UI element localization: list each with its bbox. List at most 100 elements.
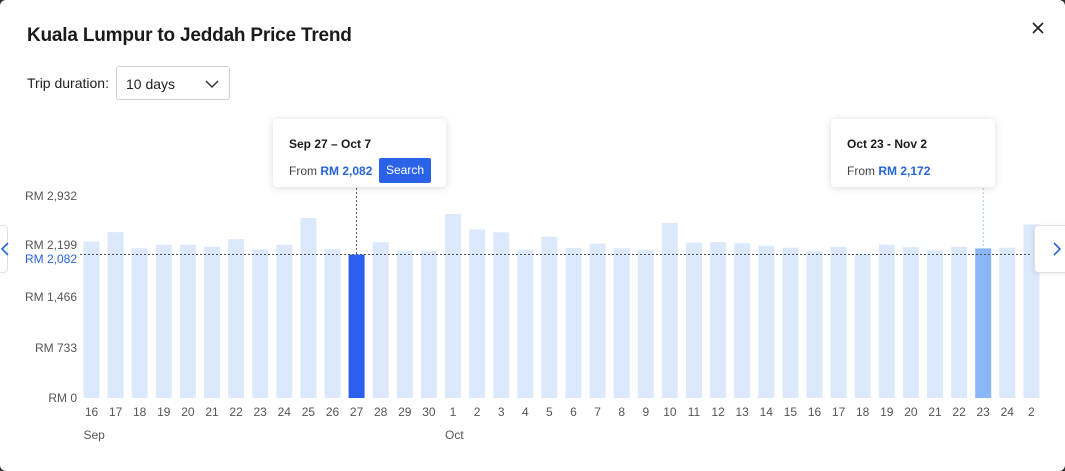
price-bar[interactable] <box>155 244 172 398</box>
search-button[interactable]: Search <box>379 158 431 183</box>
x-tick-label: 11 <box>687 405 701 419</box>
tooltip-from-label: From <box>289 164 317 178</box>
price-bar[interactable] <box>83 241 100 398</box>
tooltip-price: RM 2,172 <box>878 164 931 178</box>
x-tick-label: 24 <box>1000 405 1014 419</box>
price-bar[interactable] <box>228 239 245 398</box>
x-tick-label: 12 <box>711 405 725 419</box>
close-button[interactable] <box>1026 16 1050 40</box>
chevron-right-icon <box>1053 242 1062 256</box>
x-tick-label: 25 <box>301 405 316 419</box>
price-bar[interactable] <box>541 236 558 398</box>
x-tick-label: 16 <box>807 405 822 419</box>
x-tick-label: 10 <box>663 405 677 419</box>
price-bar[interactable] <box>324 249 341 398</box>
price-bar[interactable] <box>372 242 389 398</box>
price-bar[interactable] <box>999 247 1016 398</box>
price-bar[interactable] <box>107 232 124 398</box>
price-bar-selected[interactable] <box>348 254 365 398</box>
x-tick-label: 20 <box>904 405 918 419</box>
price-bar[interactable] <box>300 218 317 398</box>
close-icon <box>1032 22 1044 34</box>
price-bar[interactable] <box>854 253 871 398</box>
price-bar[interactable] <box>878 244 895 398</box>
x-tick-label: 6 <box>570 405 577 419</box>
next-dates-button[interactable] <box>1034 225 1065 273</box>
price-bar[interactable] <box>686 242 702 398</box>
x-tick-label: 1 <box>449 405 457 419</box>
x-tick-label: 18 <box>133 405 147 419</box>
x-tick-label: 9 <box>642 405 650 419</box>
price-bar[interactable] <box>951 246 968 398</box>
y-tick-label: RM 2,932 <box>24 189 77 203</box>
price-bar[interactable] <box>252 249 269 398</box>
y-reference-label: RM 2,082 <box>24 252 77 266</box>
price-bar[interactable] <box>565 248 582 398</box>
price-bar[interactable] <box>902 247 919 398</box>
price-bar[interactable] <box>131 248 148 398</box>
month-label: Sep <box>83 428 105 442</box>
x-tick-label: 2 <box>1028 405 1035 419</box>
x-tick-label: 28 <box>374 405 388 419</box>
x-tick-label: 15 <box>783 405 798 419</box>
price-bar[interactable] <box>637 249 654 398</box>
price-bar[interactable] <box>830 246 847 398</box>
price-bar[interactable] <box>204 246 220 398</box>
x-tick-label: 4 <box>521 405 529 419</box>
price-bar[interactable] <box>758 245 775 398</box>
highlight-price-tooltip: Oct 23 - Nov 2 From RM 2,172 <box>831 119 995 187</box>
y-tick-label: RM 0 <box>48 391 77 405</box>
y-tick-label: RM 2,199 <box>24 238 77 252</box>
previous-dates-button[interactable] <box>0 225 9 273</box>
x-tick-label: 5 <box>546 405 553 419</box>
price-bar[interactable] <box>420 250 437 398</box>
price-bar[interactable] <box>734 243 751 398</box>
x-tick-label: 23 <box>253 405 267 419</box>
x-tick-label: 30 <box>422 405 436 419</box>
x-tick-label: 17 <box>831 405 846 419</box>
tooltip-price: RM 2,082 <box>320 164 373 178</box>
chevron-down-icon <box>205 80 219 89</box>
x-tick-label: 21 <box>928 405 942 419</box>
price-bar[interactable] <box>613 248 630 398</box>
x-tick-label: 8 <box>618 405 626 419</box>
x-tick-label: 19 <box>880 405 894 419</box>
x-tick-label: 2 <box>473 405 481 419</box>
price-bar[interactable] <box>589 243 606 398</box>
price-bar[interactable] <box>469 229 486 398</box>
x-tick-label: 20 <box>181 405 195 419</box>
x-tick-label: 22 <box>229 405 243 419</box>
price-bar[interactable] <box>396 250 413 398</box>
tooltip-price-line: From RM 2,172 <box>847 164 930 178</box>
price-bar[interactable] <box>806 251 823 398</box>
x-tick-label: 21 <box>205 405 219 419</box>
x-tick-label: 29 <box>398 405 412 419</box>
price-bar[interactable] <box>276 244 293 398</box>
price-bar[interactable] <box>517 249 534 398</box>
y-tick-label: RM 733 <box>34 341 77 355</box>
x-tick-label: 17 <box>108 405 123 419</box>
price-bar[interactable] <box>445 213 461 398</box>
x-tick-label: 14 <box>759 405 773 419</box>
price-bar[interactable] <box>661 223 678 398</box>
tooltip-dates: Oct 23 - Nov 2 <box>847 137 928 151</box>
price-bar[interactable] <box>782 247 799 398</box>
price-bar[interactable] <box>927 250 943 398</box>
dialog-title: Kuala Lumpur to Jeddah Price Trend <box>27 25 352 46</box>
trip-duration-select[interactable]: 10 days <box>116 66 230 100</box>
trip-duration-label: Trip duration: <box>27 75 109 91</box>
x-tick-label: 22 <box>952 405 966 419</box>
tooltip-from-label: From <box>847 164 875 178</box>
x-tick-label: 13 <box>735 405 749 419</box>
price-bar[interactable] <box>493 232 510 398</box>
x-tick-label: 16 <box>84 405 99 419</box>
price-bar-highlighted[interactable] <box>975 248 992 398</box>
tooltip-price-line: From RM 2,082 <box>289 164 372 178</box>
x-tick-label: 24 <box>277 405 291 419</box>
price-bar[interactable] <box>710 242 727 398</box>
x-tick-label: 3 <box>497 405 505 419</box>
price-bar[interactable] <box>179 244 196 398</box>
